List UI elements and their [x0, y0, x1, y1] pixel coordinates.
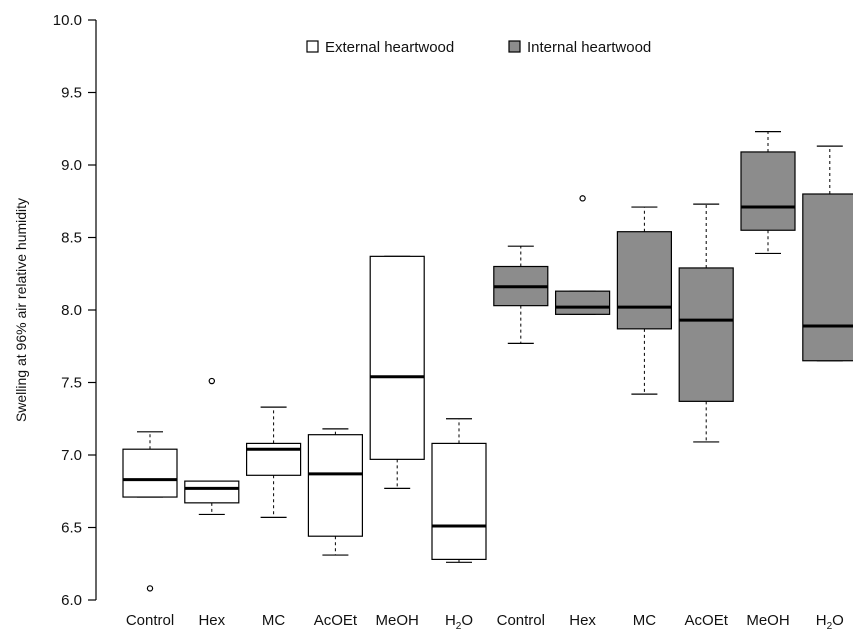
y-tick-label: 8.5: [61, 230, 82, 247]
outlier-point: [579, 195, 586, 202]
box-iqr: [554, 290, 611, 315]
outlier-point: [146, 585, 154, 592]
x-tick-label: Control: [126, 612, 174, 629]
box-hex-internal: [554, 195, 611, 315]
box-iqr: [678, 267, 734, 402]
y-tick-label: 7.0: [61, 447, 82, 464]
x-tick-label-subscript: 2: [827, 621, 833, 632]
outlier-point: [208, 377, 215, 385]
x-tick-label-text: MC: [633, 612, 656, 629]
y-tick-label: 9.0: [61, 157, 82, 174]
x-tick-label: H2O: [816, 612, 844, 632]
y-tick-label: 7.5: [61, 375, 82, 392]
x-axis-labels: Control Hex MC AcOEt MeOH H2O Control Hex MC AcOE…: [126, 612, 844, 632]
box-acoet-internal: [678, 203, 734, 443]
x-tick-label-text: Control: [126, 612, 174, 629]
box-acoet-external: [307, 428, 363, 556]
box-iqr: [740, 151, 796, 231]
x-tick-label: AcOEt: [314, 612, 358, 629]
x-tick-label-tail: O: [832, 612, 844, 629]
box-iqr: [616, 231, 673, 330]
legend-swatch-external: [306, 40, 319, 53]
y-tick-label: 10.0: [53, 12, 82, 29]
box-iqr: [184, 480, 240, 504]
x-tick-label-tail: O: [461, 612, 473, 629]
x-tick-label-text: H: [445, 612, 456, 629]
box-h-internal: [802, 145, 853, 362]
legend-label-external: External heartwood: [325, 39, 454, 56]
legend: External heartwood Internal heartwood: [306, 39, 651, 56]
box-h-external: [431, 418, 487, 563]
x-tick-label: H2O: [445, 612, 473, 632]
x-tick-label: AcOEt: [685, 612, 729, 629]
x-tick-label: MeOH: [376, 612, 419, 629]
box-meoh-external: [369, 255, 425, 489]
box-meoh-internal: [740, 131, 796, 255]
y-tick-label: 6.5: [61, 520, 82, 537]
box-mc-internal: [616, 206, 673, 395]
box-control-internal: [493, 245, 549, 344]
box-iqr: [431, 442, 487, 560]
x-tick-label-subscript: 2: [456, 621, 462, 632]
y-axis: 6.0 6.5 7.0 7.5 8.0 8.5 9.0 9.5 10.0: [53, 12, 97, 609]
x-tick-label: Hex: [198, 612, 225, 629]
box-iqr: [307, 434, 363, 537]
y-tick-label: 9.5: [61, 85, 82, 102]
x-tick-label: Hex: [569, 612, 596, 629]
x-tick-label-text: Hex: [569, 612, 596, 629]
x-tick-label-text: AcOEt: [685, 612, 729, 629]
box-mc-external: [246, 406, 302, 518]
x-tick-label-text: MeOH: [746, 612, 789, 629]
x-tick-label: MeOH: [746, 612, 789, 629]
x-tick-label-text: MeOH: [376, 612, 419, 629]
x-tick-label: MC: [633, 612, 656, 629]
x-tick-label-text: Hex: [198, 612, 225, 629]
x-tick-label: MC: [262, 612, 285, 629]
box-control-external: [122, 431, 178, 592]
y-tick-label: 6.0: [61, 592, 82, 609]
box-iqr: [369, 255, 425, 460]
x-tick-label: Control: [497, 612, 545, 629]
y-axis-label: Swelling at 96% air relative humidity: [13, 198, 29, 422]
x-tick-label-text: AcOEt: [314, 612, 358, 629]
x-tick-label-text: Control: [497, 612, 545, 629]
box-iqr: [802, 193, 853, 362]
box-iqr: [122, 448, 178, 498]
x-tick-label-text: MC: [262, 612, 285, 629]
legend-swatch-internal: [508, 40, 521, 53]
box-series: [122, 131, 853, 592]
y-tick-label: 8.0: [61, 302, 82, 319]
x-tick-label-text: H: [816, 612, 827, 629]
box-hex-external: [184, 377, 240, 516]
legend-label-internal: Internal heartwood: [527, 39, 651, 56]
